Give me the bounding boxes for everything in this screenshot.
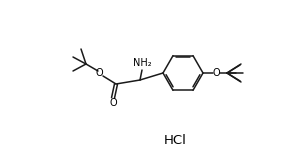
- Text: NH₂: NH₂: [133, 58, 151, 68]
- Text: HCl: HCl: [164, 133, 186, 146]
- Text: O: O: [213, 68, 220, 78]
- Text: O: O: [95, 68, 103, 78]
- Text: O: O: [109, 98, 117, 108]
